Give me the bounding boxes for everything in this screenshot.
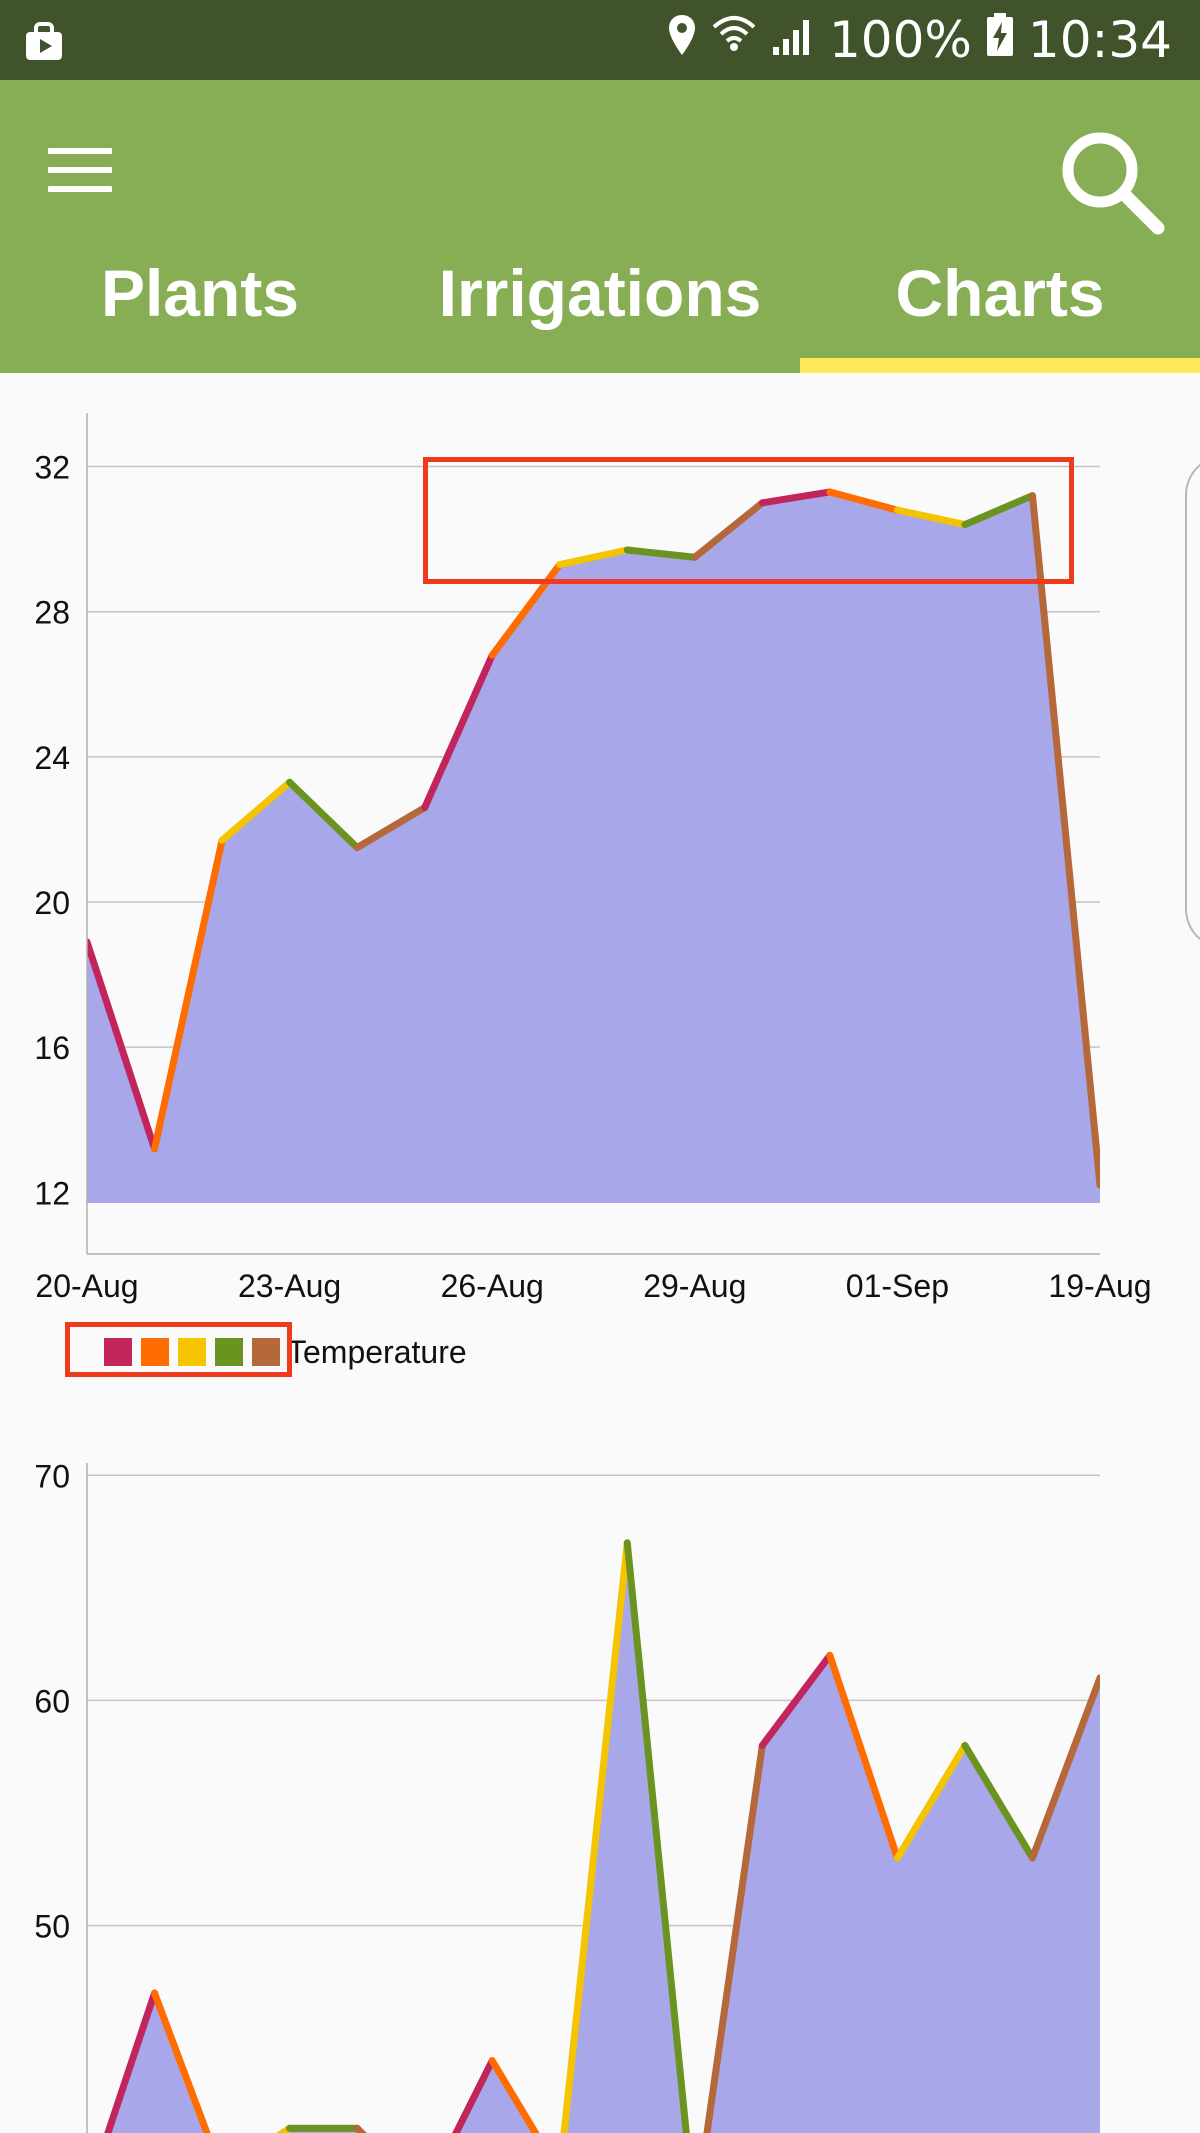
search-button[interactable]: [1050, 120, 1170, 240]
series-segment: [151, 1989, 211, 2133]
series-segment: [488, 2057, 540, 2133]
series-segment: [286, 778, 361, 852]
series-segment: [556, 546, 631, 569]
battery-percent: 100%: [828, 11, 972, 69]
plot-area: [87, 488, 1100, 1203]
hamburger-line: [48, 167, 112, 173]
x-tick-label: 23-Aug: [238, 1268, 341, 1304]
status-bar: 100% 10:34: [0, 0, 1200, 80]
tab-bar: Plants Irrigations Charts: [0, 255, 1200, 373]
edge-glow: [1185, 455, 1200, 949]
highlight-peak-region: [423, 457, 1074, 584]
signal-icon: [771, 11, 815, 69]
chart-legend: Temperature: [104, 1328, 467, 1376]
series-segment: [104, 1989, 159, 2133]
tab-selected-indicator: [800, 358, 1200, 373]
shopping-bag-notification-icon: [24, 22, 64, 67]
series-segment: [1028, 492, 1100, 1189]
series-segment: [703, 1741, 766, 2133]
y-tick-label: 16: [34, 1030, 70, 1066]
hamburger-line: [48, 148, 112, 154]
x-tick-label: 29-Aug: [643, 1268, 746, 1304]
legend-swatch: [215, 1338, 243, 1366]
legend-swatch: [141, 1338, 169, 1366]
x-tick-label: 20-Aug: [35, 1268, 138, 1304]
series-segment: [826, 488, 901, 514]
series-segment: [452, 2057, 496, 2133]
humidity-chart: 70605040: [34, 1458, 1100, 2133]
area-fill: [107, 1542, 1100, 2133]
highlight-legend-swatches: [65, 1322, 292, 1377]
series-segment: [893, 1741, 969, 1862]
temperature-chart: 32 28 24 20 16 12 20-Aug 23-Aug 26-Aug 29-Aug 01-S…: [34, 413, 1152, 1304]
y-tick-label: 60: [34, 1683, 70, 1719]
series-segment: [758, 1651, 834, 1749]
tab-charts[interactable]: Charts: [800, 255, 1200, 373]
series-segment: [623, 546, 699, 561]
hamburger-line: [48, 186, 112, 192]
wifi-icon: [711, 11, 757, 69]
y-tick-label: 24: [34, 740, 70, 776]
battery-charging-icon: [986, 11, 1014, 69]
series-segment: [276, 2124, 294, 2133]
legend-swatch: [178, 1338, 206, 1366]
legend-swatch: [252, 1338, 280, 1366]
y-tick-label: 12: [34, 1175, 70, 1211]
tab-label: Charts: [895, 256, 1105, 330]
y-tick-label: 70: [34, 1458, 70, 1494]
series-segment: [560, 1539, 631, 2133]
x-tick-label: 19-Aug: [1048, 1268, 1151, 1304]
y-tick-label: 20: [34, 885, 70, 921]
legend-label: Temperature: [287, 1333, 467, 1370]
series-segment: [87, 938, 159, 1153]
tab-label: Irrigations: [438, 256, 762, 330]
area-fill: [87, 491, 1100, 1203]
series-segment: [961, 492, 1036, 529]
series-segment: [893, 506, 969, 529]
series-segment: [826, 1651, 901, 1862]
tab-label: Plants: [100, 256, 300, 330]
series-segment: [218, 778, 294, 844]
tab-irrigations[interactable]: Irrigations: [400, 255, 800, 373]
y-tick-label: 32: [34, 450, 70, 486]
series-segment: [961, 1741, 1036, 1862]
tab-plants[interactable]: Plants: [0, 255, 400, 373]
series-segment: [421, 651, 496, 812]
x-tick-label: 26-Aug: [441, 1268, 544, 1304]
y-tick-label: 28: [34, 595, 70, 631]
series-segment: [353, 804, 429, 852]
series-segment: [353, 2124, 367, 2133]
search-icon: [1062, 132, 1165, 235]
app-bar: Plants Irrigations Charts: [0, 80, 1200, 373]
series-segment: [758, 488, 834, 507]
location-icon: [667, 11, 697, 69]
series-segment: [151, 836, 226, 1153]
legend-swatch: [104, 1338, 132, 1366]
series-segment: [691, 499, 766, 561]
series-segment: [623, 1539, 690, 2133]
series-segment: [1028, 1674, 1100, 1862]
charts-area: 32 28 24 20 16 12 20-Aug 23-Aug 26-Aug 29-Aug 01-S…: [34, 413, 1152, 2133]
plot-area: [104, 1539, 1100, 2133]
y-tick-label: 50: [34, 1909, 70, 1945]
menu-button[interactable]: [48, 148, 112, 198]
clock: 10:34: [1027, 11, 1172, 69]
x-tick-label: 01-Sep: [846, 1268, 949, 1304]
